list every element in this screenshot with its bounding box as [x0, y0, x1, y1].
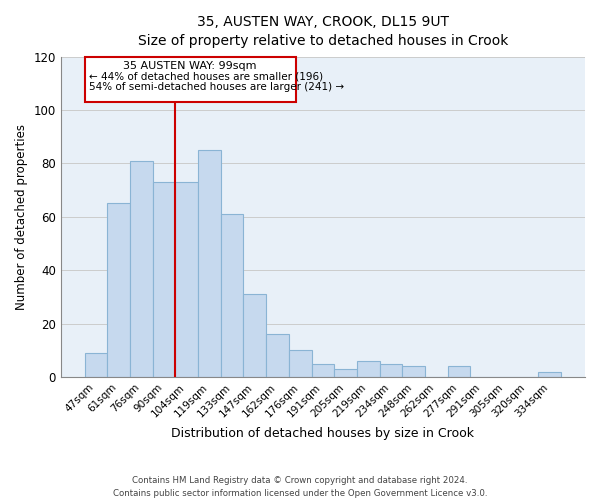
Text: Contains HM Land Registry data © Crown copyright and database right 2024.
Contai: Contains HM Land Registry data © Crown c…: [113, 476, 487, 498]
Bar: [448, 366, 470, 377]
Text: 35 AUSTEN WAY: 99sqm: 35 AUSTEN WAY: 99sqm: [124, 60, 257, 70]
Bar: [107, 204, 130, 377]
Bar: [538, 372, 561, 377]
Bar: [130, 160, 152, 377]
Bar: [152, 182, 175, 377]
Bar: [198, 150, 221, 377]
X-axis label: Distribution of detached houses by size in Crook: Distribution of detached houses by size …: [172, 427, 475, 440]
Bar: [244, 294, 266, 377]
Bar: [357, 361, 380, 377]
Bar: [380, 364, 403, 377]
Y-axis label: Number of detached properties: Number of detached properties: [15, 124, 28, 310]
Bar: [334, 369, 357, 377]
Title: 35, AUSTEN WAY, CROOK, DL15 9UT
Size of property relative to detached houses in : 35, AUSTEN WAY, CROOK, DL15 9UT Size of …: [138, 15, 508, 48]
Bar: [403, 366, 425, 377]
FancyBboxPatch shape: [85, 56, 296, 102]
Bar: [289, 350, 311, 377]
Bar: [85, 353, 107, 377]
Text: 54% of semi-detached houses are larger (241) →: 54% of semi-detached houses are larger (…: [89, 82, 344, 92]
Bar: [311, 364, 334, 377]
Text: ← 44% of detached houses are smaller (196): ← 44% of detached houses are smaller (19…: [89, 72, 323, 82]
Bar: [221, 214, 244, 377]
Bar: [175, 182, 198, 377]
Bar: [266, 334, 289, 377]
